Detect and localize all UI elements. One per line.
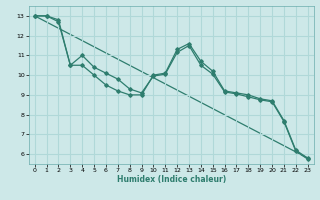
X-axis label: Humidex (Indice chaleur): Humidex (Indice chaleur) [116, 175, 226, 184]
